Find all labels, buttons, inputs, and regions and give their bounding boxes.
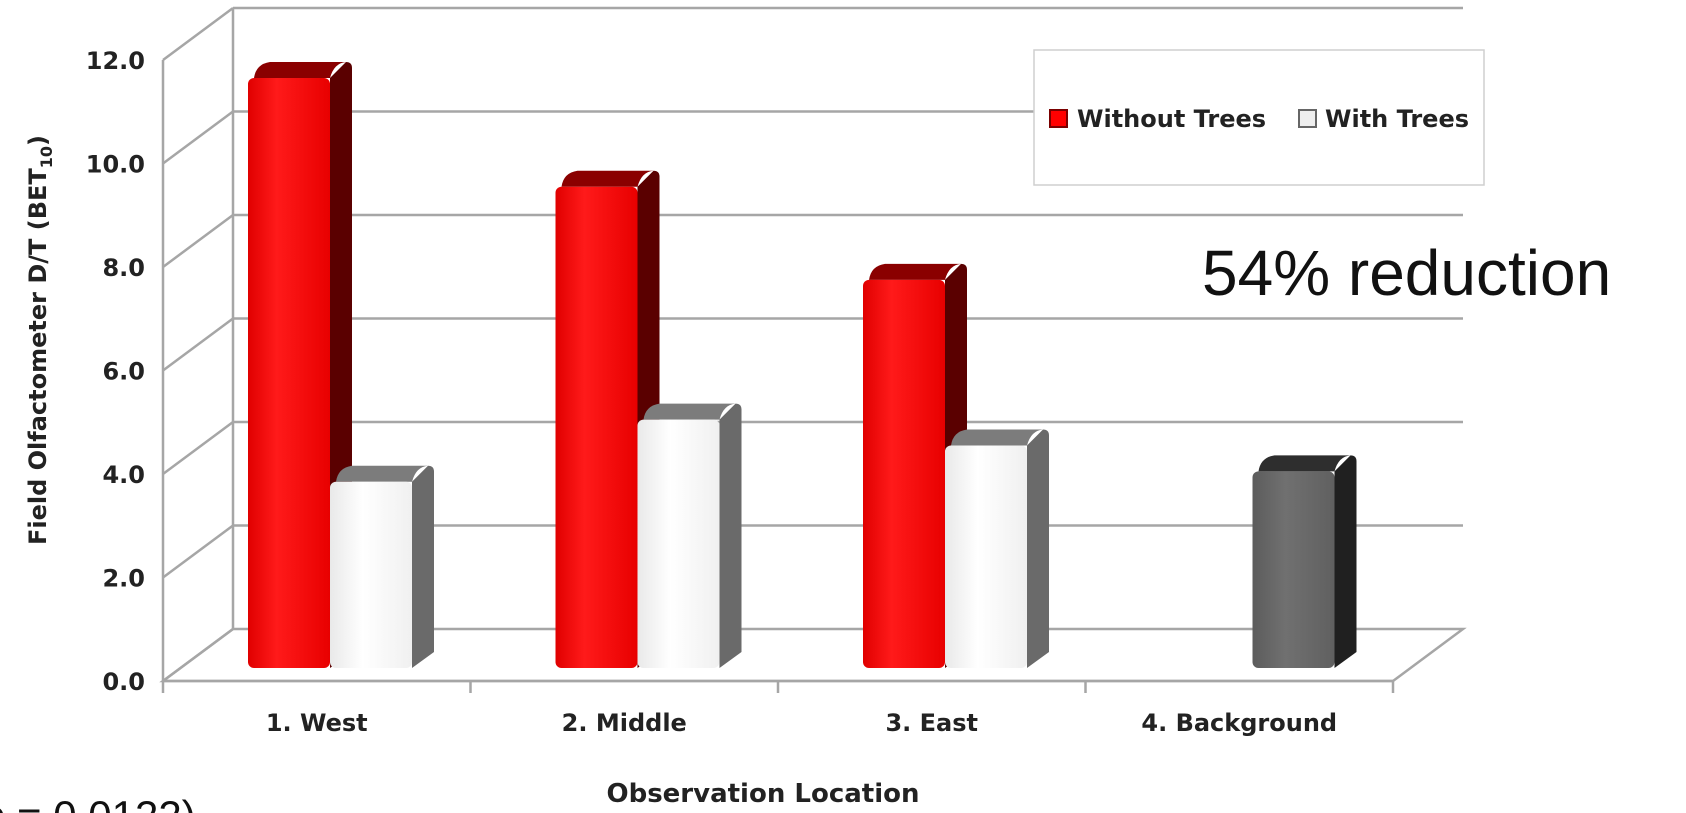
bar-without-trees-top bbox=[561, 170, 654, 187]
gridline-diagonal bbox=[162, 317, 234, 372]
x-tick-label: 1. West bbox=[266, 709, 368, 737]
bars bbox=[248, 62, 1357, 669]
bar-without-trees-top bbox=[869, 263, 961, 280]
legend-swatch-without-trees bbox=[1049, 109, 1068, 128]
bar-with-trees-side bbox=[719, 403, 742, 668]
bar-without-trees-front bbox=[555, 186, 638, 668]
bar-with-trees bbox=[945, 429, 1049, 668]
y-axis-title-sub: 10 bbox=[37, 146, 56, 168]
bar-with-trees-top bbox=[951, 429, 1043, 446]
bar-without-trees-front bbox=[248, 78, 330, 669]
x-axis-title: Observation Location bbox=[606, 779, 919, 809]
bar-with-trees-top bbox=[336, 465, 428, 482]
gridline-diagonal bbox=[162, 6, 234, 62]
bar-with-trees bbox=[637, 403, 742, 668]
y-tick-label: 10.0 bbox=[86, 151, 145, 179]
y-axis-title-close: ) bbox=[24, 135, 52, 146]
bar-with-trees bbox=[330, 465, 434, 668]
bar-background-side bbox=[1334, 455, 1357, 668]
y-tick-label: 8.0 bbox=[102, 254, 145, 282]
y-tick-label: 12.0 bbox=[86, 47, 145, 75]
bar-background-front bbox=[1252, 471, 1335, 668]
bar-with-trees-front bbox=[945, 445, 1027, 668]
bar-with-trees-side bbox=[412, 465, 434, 668]
bar-background-top bbox=[1258, 455, 1351, 472]
axes bbox=[161, 60, 1395, 693]
y-tick-label: 6.0 bbox=[102, 358, 145, 386]
reduction-annotation: 54% reduction bbox=[1202, 237, 1611, 309]
bar-with-trees-top bbox=[643, 403, 736, 420]
legend-label-without-trees: Without Trees bbox=[1077, 105, 1266, 133]
bar-with-trees-front bbox=[637, 419, 720, 668]
gridline-diagonal bbox=[162, 420, 234, 476]
y-tick-label: 2.0 bbox=[102, 565, 145, 593]
legend-box bbox=[1033, 49, 1485, 186]
y-axis-title-main: Field Olfactometer D/T (BET bbox=[24, 168, 52, 545]
bar-background bbox=[1252, 455, 1357, 668]
x-tick-label: 2. Middle bbox=[562, 709, 687, 737]
bar-with-trees-front bbox=[330, 481, 412, 668]
gridline-diagonal bbox=[162, 524, 234, 579]
y-axis-title: Field Olfactometer D/T (BET10) bbox=[24, 135, 56, 545]
x-tick-label: 3. East bbox=[885, 709, 978, 737]
labels: 0.0 2.0 4.0 6.0 8.0 10.0 12.0 1. West 2. Middle 3… bbox=[86, 47, 1337, 737]
y-tick-label: 4.0 bbox=[102, 461, 145, 489]
bar-with-trees-side bbox=[1027, 429, 1049, 668]
legend: Without Trees With Trees bbox=[1033, 49, 1485, 186]
legend-label-with-trees: With Trees bbox=[1325, 105, 1469, 133]
legend-swatch-with-trees bbox=[1298, 109, 1317, 128]
bar-without-trees-front bbox=[863, 279, 945, 668]
footnote-partial: (p = 0.0122) bbox=[0, 792, 196, 813]
bar-without-trees-top bbox=[254, 62, 346, 79]
y-tick-label: 0.0 bbox=[102, 668, 145, 696]
x-tick-label: 4. Background bbox=[1141, 709, 1337, 737]
gridline-diagonal bbox=[162, 213, 234, 269]
gridline-diagonal bbox=[162, 110, 234, 165]
